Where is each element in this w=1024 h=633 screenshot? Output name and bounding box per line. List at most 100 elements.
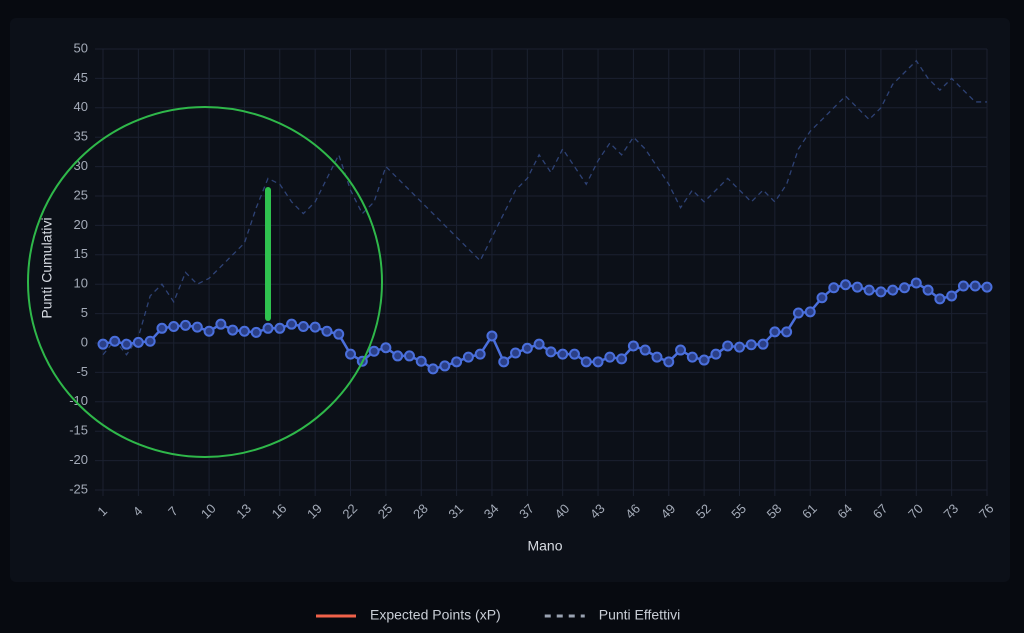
plot [97,59,993,375]
y-tick-label: 0 [81,334,88,349]
y-tick-label: 20 [74,217,88,232]
point [368,345,380,357]
point [286,318,298,330]
legend-label: Expected Points (xP) [370,607,501,623]
point [946,290,958,302]
point [875,286,887,298]
point [675,344,687,356]
y-tick-label: -20 [69,452,88,467]
point [604,351,616,363]
y-tick-label: 30 [74,158,88,173]
point [274,322,286,334]
point [521,342,533,354]
highlight-circle [27,106,383,458]
point [545,346,557,358]
point [227,324,239,336]
point [451,356,463,368]
point [698,354,710,366]
point [474,348,486,360]
point [922,284,934,296]
point [439,360,451,372]
point [238,325,250,337]
point [109,335,121,347]
point [262,322,274,334]
point [144,335,156,347]
point [969,280,981,292]
point [309,321,321,333]
point [592,356,604,368]
y-tick-label: 45 [74,70,88,85]
y-axis-title: Punti Cumulativi [39,217,55,318]
y-tick-label: 5 [81,305,88,320]
point [427,363,439,375]
point [686,351,698,363]
legend-label: Punti Effettivi [599,607,680,623]
point [486,330,498,342]
legend: Expected Points (xP) Punti Effettivi [316,607,680,623]
y-tick-label: 10 [74,276,88,291]
point [981,281,993,293]
point [733,341,745,353]
point [462,351,474,363]
point [934,293,946,305]
chart-card [10,18,1010,582]
point [898,282,910,294]
point [851,281,863,293]
point [639,344,651,356]
point [887,284,899,296]
x-axis-title: Mano [527,538,562,554]
point [380,342,392,354]
point [910,277,922,289]
point [745,339,757,351]
point [840,279,852,291]
point [722,340,734,352]
point [403,350,415,362]
point [533,338,545,350]
y-tick-label: 40 [74,99,88,114]
point [957,280,969,292]
y-tick-label: -5 [76,364,88,379]
point [333,328,345,340]
point [557,348,569,360]
series-line [102,59,987,356]
point [415,355,427,367]
point [250,326,262,338]
point [568,348,580,360]
point [321,325,333,337]
point [651,351,663,363]
y-tick-label: 25 [74,187,88,202]
point [121,338,133,350]
y-tick-label: -15 [69,423,88,438]
point [498,356,510,368]
point [757,338,769,350]
y-tick-label: -10 [69,393,88,408]
point [804,306,816,318]
point [168,321,180,333]
series-line [102,281,988,371]
point [863,284,875,296]
point [392,350,404,362]
point [180,319,192,331]
point [627,340,639,352]
point [710,348,722,360]
point [132,336,144,348]
point [191,321,203,333]
point [97,338,109,350]
point [816,292,828,304]
point [203,325,215,337]
point [769,326,781,338]
point [580,356,592,368]
point [781,326,793,338]
point [345,348,357,360]
point [215,318,227,330]
point [156,322,168,334]
point [510,347,522,359]
y-tick-label: 35 [74,129,88,144]
point [663,356,675,368]
point [616,353,628,365]
y-tick-label: 50 [74,40,88,55]
point [792,307,804,319]
point [297,321,309,333]
